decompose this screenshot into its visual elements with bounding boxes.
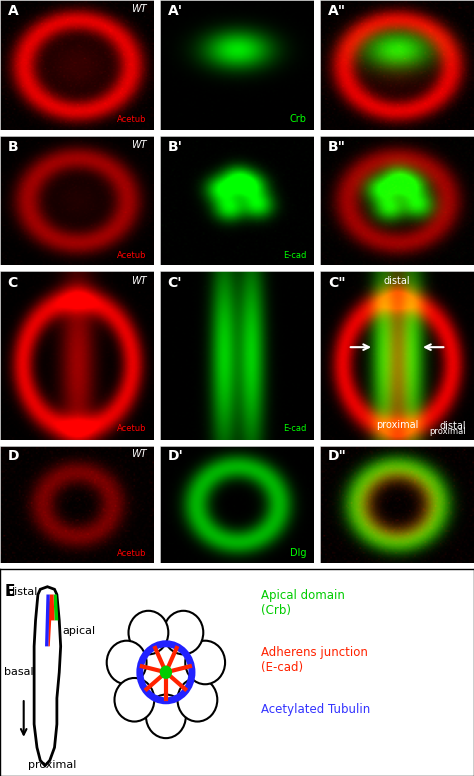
Text: WT: WT: [130, 276, 146, 286]
Text: apical: apical: [63, 625, 96, 636]
Circle shape: [107, 641, 146, 684]
PathPatch shape: [54, 594, 58, 621]
Text: E-cad: E-cad: [283, 424, 306, 433]
Text: B: B: [8, 140, 18, 154]
Text: D': D': [168, 449, 183, 463]
Text: proximal: proximal: [28, 760, 77, 770]
Text: Adherens junction
(E-cad): Adherens junction (E-cad): [261, 646, 367, 674]
Text: A": A": [328, 4, 346, 18]
Text: Acetub: Acetub: [117, 251, 146, 260]
Text: distal: distal: [440, 421, 466, 431]
Text: Acetub: Acetub: [117, 549, 146, 558]
Circle shape: [160, 666, 172, 679]
Text: A: A: [8, 4, 18, 18]
Circle shape: [164, 611, 203, 654]
Text: distal: distal: [7, 587, 37, 597]
Text: A': A': [168, 4, 183, 18]
Text: proximal: proximal: [429, 428, 466, 436]
Text: D: D: [8, 449, 19, 463]
Text: Acetub: Acetub: [117, 424, 146, 433]
Text: Dlg: Dlg: [290, 548, 306, 558]
Text: WT: WT: [130, 449, 146, 459]
Text: distal: distal: [384, 276, 410, 286]
Text: E: E: [5, 584, 15, 599]
Text: Acetylated Tubulin: Acetylated Tubulin: [261, 703, 370, 716]
Text: C': C': [168, 276, 182, 290]
Text: WT: WT: [130, 4, 146, 14]
Text: WT: WT: [130, 140, 146, 150]
Text: B": B": [328, 140, 346, 154]
Text: Crb: Crb: [289, 114, 306, 124]
Text: C": C": [328, 276, 346, 290]
Circle shape: [185, 641, 225, 684]
Circle shape: [115, 678, 155, 722]
Text: Acetub: Acetub: [117, 116, 146, 124]
Text: Apical domain
(Crb): Apical domain (Crb): [261, 589, 345, 618]
Text: D": D": [328, 449, 346, 463]
Circle shape: [177, 678, 217, 722]
PathPatch shape: [48, 594, 55, 646]
Circle shape: [146, 695, 186, 738]
Text: B': B': [168, 140, 183, 154]
Text: basal: basal: [4, 667, 33, 677]
Circle shape: [128, 611, 168, 654]
PathPatch shape: [45, 594, 50, 646]
Text: C: C: [8, 276, 18, 290]
Text: E-cad: E-cad: [283, 251, 306, 260]
Text: proximal: proximal: [376, 420, 418, 430]
